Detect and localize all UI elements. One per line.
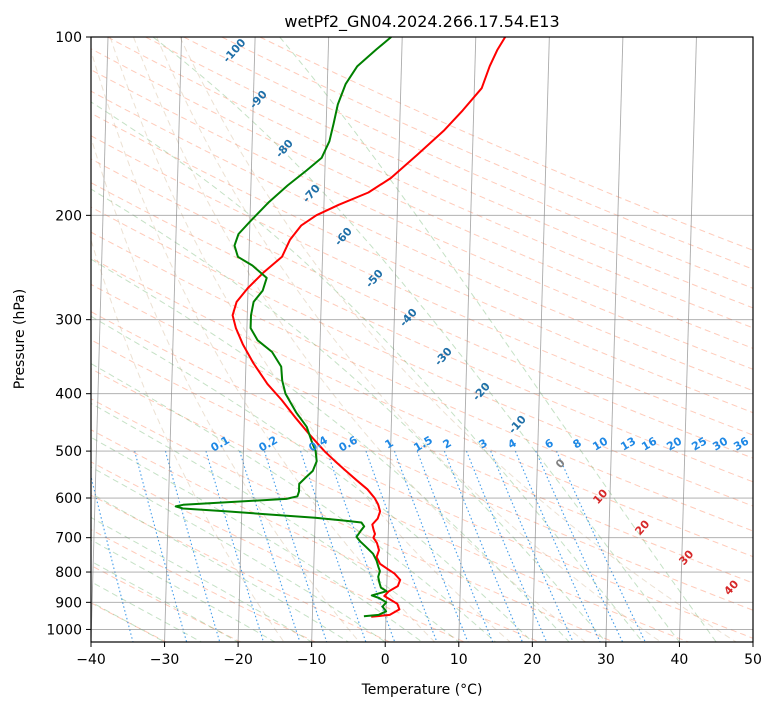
y-tick-label: 700	[55, 531, 82, 547]
moist-adiabat	[91, 436, 423, 642]
isotherm	[237, 37, 256, 642]
x-tick-label: 40	[671, 652, 689, 668]
y-axis-label: Pressure (hPa)	[12, 289, 28, 389]
profile-lines	[174, 37, 507, 618]
x-tick-label: 30	[597, 652, 615, 668]
moist-adiabat	[91, 315, 533, 642]
profile-line	[174, 37, 392, 618]
moist-adiabat	[91, 402, 460, 642]
x-tick-label: −40	[76, 652, 106, 668]
dry-adiabat	[91, 257, 753, 558]
y-axis-ticks: 100 200 300 400 500 600 700 800 900 1000	[46, 30, 91, 638]
x-tick-label: −10	[297, 652, 327, 668]
dry-adiabat	[145, 37, 753, 309]
curved-reference-line	[91, 49, 436, 642]
isotherm	[384, 37, 403, 642]
mixing-ratio-line	[300, 450, 367, 642]
dry-adiabat	[91, 311, 753, 611]
moist-adiabat	[91, 581, 202, 642]
mixing-ratio-line	[164, 450, 221, 642]
moist-adiabat	[91, 101, 644, 642]
moist-adiabat	[91, 492, 349, 642]
profile-line	[231, 37, 507, 618]
moist-adiabat	[91, 466, 386, 642]
y-tick-label: 300	[55, 313, 82, 329]
x-tick-label: 10	[450, 652, 468, 668]
y-tick-label: 1000	[46, 622, 82, 638]
y-tick-label: 600	[55, 491, 82, 507]
curved-reference-line	[156, 37, 662, 642]
isotherm	[458, 37, 477, 642]
mixing-ratio-line	[134, 450, 188, 642]
y-tick-label: 800	[55, 565, 82, 581]
curved-reference-line	[91, 135, 360, 642]
mixing-ratio-line	[556, 450, 646, 642]
dry-adiabat	[183, 37, 753, 289]
moist-adiabat	[279, 37, 717, 642]
x-tick-label: 20	[523, 652, 541, 668]
dry-adiabat	[91, 48, 753, 349]
x-tick-label: 50	[744, 652, 762, 668]
x-tick-label: −30	[150, 652, 180, 668]
curved-reference-line	[179, 37, 737, 642]
isotherm	[164, 37, 183, 642]
y-tick-label: 900	[55, 595, 82, 611]
y-tick-label: 200	[55, 208, 82, 224]
isotherm	[311, 37, 330, 642]
isotherm	[605, 37, 624, 642]
plot-frame	[90, 36, 754, 643]
y-tick-label: 400	[55, 387, 82, 403]
dry-adiabat	[91, 564, 242, 642]
y-tick-label: 500	[55, 444, 82, 460]
dry-adiabat	[91, 461, 465, 642]
x-tick-label: −20	[223, 652, 253, 668]
moist-adiabat	[91, 258, 570, 642]
mixing-ratio-line	[263, 450, 328, 642]
x-axis-ticks: −40 −30 −20 −10 0 10 20 30 40 50	[76, 642, 762, 668]
chart-title: wetPf2_GN04.2024.266.17.54.E13	[284, 12, 559, 32]
mixing-ratio-line	[239, 450, 301, 642]
dry-adiabat	[91, 398, 614, 642]
curved-reference-line	[91, 238, 285, 642]
mixing-ratio-line	[205, 450, 265, 642]
mixing-ratio-line	[393, 450, 469, 642]
dry-adiabat	[91, 283, 753, 584]
isotherm	[531, 37, 550, 642]
mixing-ratio-line	[443, 450, 523, 642]
y-tick-label: 100	[55, 30, 82, 46]
x-tick-label: 0	[381, 652, 390, 668]
isotherm	[678, 37, 697, 642]
dry-adiabat	[91, 429, 540, 642]
moist-adiabat	[91, 188, 607, 642]
dry-adiabat	[107, 37, 753, 329]
moist-adiabat	[152, 37, 680, 642]
mixing-ratio-line	[465, 450, 548, 642]
mixing-ratio-line	[365, 450, 438, 642]
x-axis-label: Temperature (°C)	[361, 682, 483, 698]
curved-reference-line	[109, 37, 511, 642]
background-lines	[91, 37, 753, 642]
isotherm	[91, 37, 109, 642]
